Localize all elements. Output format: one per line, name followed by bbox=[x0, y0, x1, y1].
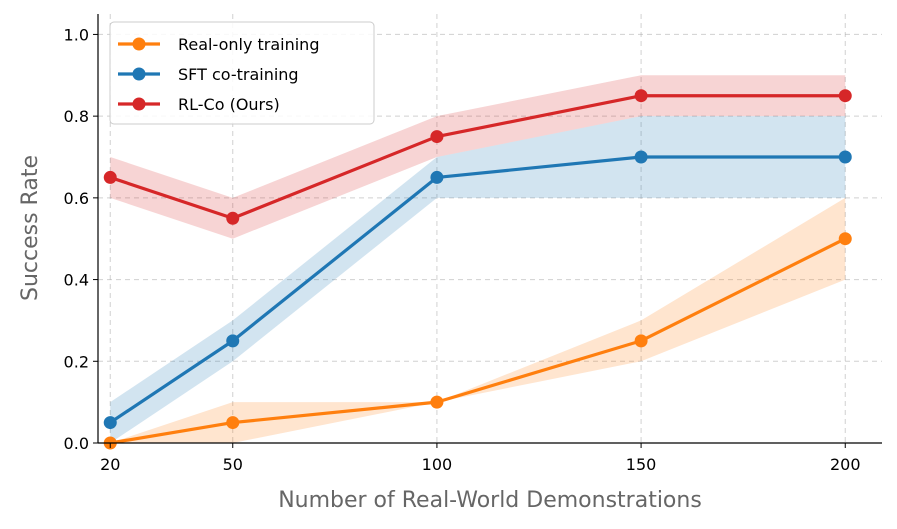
y-tick-label: 0.2 bbox=[64, 352, 89, 371]
data-point bbox=[103, 170, 117, 184]
x-ticks: 20 50 100 150 200 bbox=[100, 443, 861, 474]
legend: Real-only training SFT co-training RL-Co (… bbox=[109, 21, 375, 125]
legend-label: SFT co-training bbox=[178, 65, 299, 84]
data-point bbox=[430, 170, 444, 184]
confidence-band bbox=[110, 197, 846, 443]
confidence-bands bbox=[110, 75, 846, 444]
x-tick-label: 20 bbox=[100, 455, 120, 474]
y-tick-label: 0.4 bbox=[64, 271, 89, 290]
y-tick-label: 1.0 bbox=[64, 25, 89, 44]
data-point bbox=[430, 395, 444, 409]
data-point bbox=[103, 416, 117, 430]
series-points bbox=[103, 89, 852, 450]
y-ticks: 0.0 0.2 0.4 0.6 0.8 1.0 bbox=[64, 25, 98, 453]
legend-marker bbox=[132, 97, 146, 111]
x-axis-label: Number of Real-World Demonstrations bbox=[278, 488, 702, 513]
legend-marker bbox=[132, 67, 146, 81]
data-point bbox=[226, 211, 240, 225]
legend-marker bbox=[132, 37, 146, 51]
data-point bbox=[634, 334, 648, 348]
data-point bbox=[226, 416, 240, 430]
data-point bbox=[634, 89, 648, 103]
x-tick-label: 200 bbox=[830, 455, 861, 474]
data-point bbox=[634, 150, 648, 164]
data-point bbox=[430, 130, 444, 144]
y-axis-label: Success Rate bbox=[18, 155, 43, 301]
y-tick-label: 0.8 bbox=[64, 107, 89, 126]
x-tick-label: 150 bbox=[626, 455, 657, 474]
x-tick-label: 100 bbox=[422, 455, 453, 474]
legend-box bbox=[109, 21, 375, 125]
y-tick-label: 0.6 bbox=[64, 189, 89, 208]
data-point bbox=[838, 232, 852, 246]
legend-label: RL-Co (Ours) bbox=[178, 95, 280, 114]
data-point bbox=[226, 334, 240, 348]
confidence-band bbox=[110, 116, 846, 444]
confidence-band bbox=[110, 75, 846, 239]
data-point bbox=[838, 89, 852, 103]
legend-label: Real-only training bbox=[178, 35, 319, 54]
data-point bbox=[838, 150, 852, 164]
x-tick-label: 50 bbox=[223, 455, 243, 474]
y-tick-label: 0.0 bbox=[64, 434, 89, 453]
